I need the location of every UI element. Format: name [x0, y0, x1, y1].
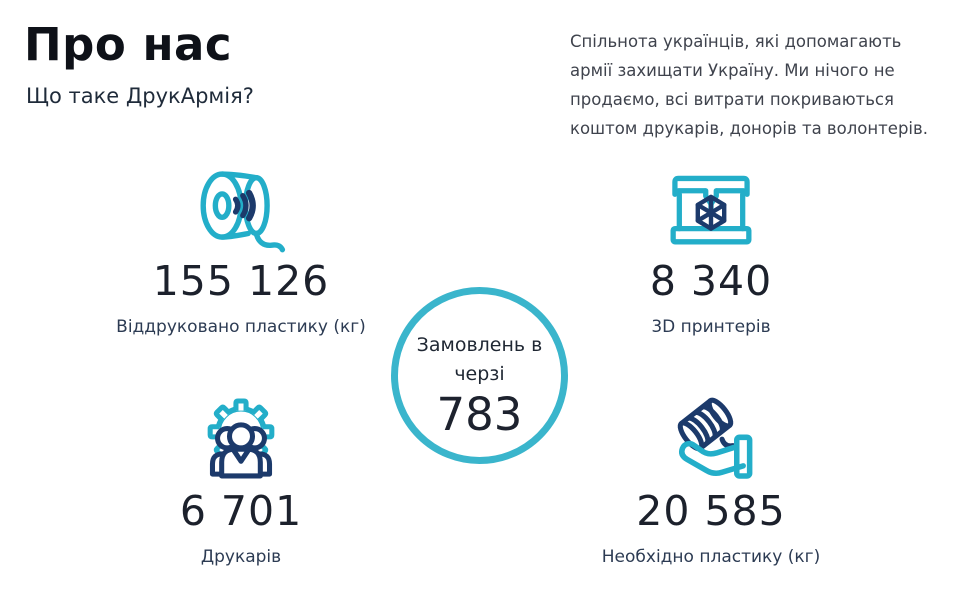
- printer-3d-icon: [541, 165, 881, 257]
- orders-queue-badge: Замовлень в черзі 783: [391, 287, 568, 464]
- hand-spool-icon: [541, 395, 881, 487]
- stat-3d-printers: 8 340 3D принтерів: [541, 165, 881, 337]
- stat-value: 6 701: [179, 487, 303, 535]
- page-subtitle: Що таке ДрукАрмія?: [26, 84, 254, 108]
- community-description: Спільнота українців, які допомагають арм…: [570, 32, 928, 138]
- stat-value: 8 340: [649, 257, 773, 305]
- stat-value: 155 126: [152, 257, 330, 305]
- filament-spool-icon: [71, 165, 411, 257]
- stat-printer-operators: 6 701 Друкарів: [71, 395, 411, 567]
- stat-label: Необхідно пластику (кг): [601, 547, 821, 567]
- queue-label-line2: черзі: [454, 363, 505, 385]
- queue-value: 783: [436, 388, 523, 441]
- stat-value: 20 585: [636, 487, 786, 535]
- stat-plastic-needed: 20 585 Необхідно пластику (кг): [541, 395, 881, 567]
- queue-label-line1: Замовлень в: [416, 334, 543, 356]
- stat-label: 3D принтерів: [651, 317, 771, 337]
- printers-team-icon: [71, 395, 411, 487]
- stat-label: Друкарів: [200, 547, 282, 567]
- stat-printed-plastic: 155 126 Віддруковано пластику (кг): [71, 165, 411, 337]
- stat-label: Віддруковано пластику (кг): [116, 317, 366, 337]
- page-title: Про нас: [24, 18, 233, 71]
